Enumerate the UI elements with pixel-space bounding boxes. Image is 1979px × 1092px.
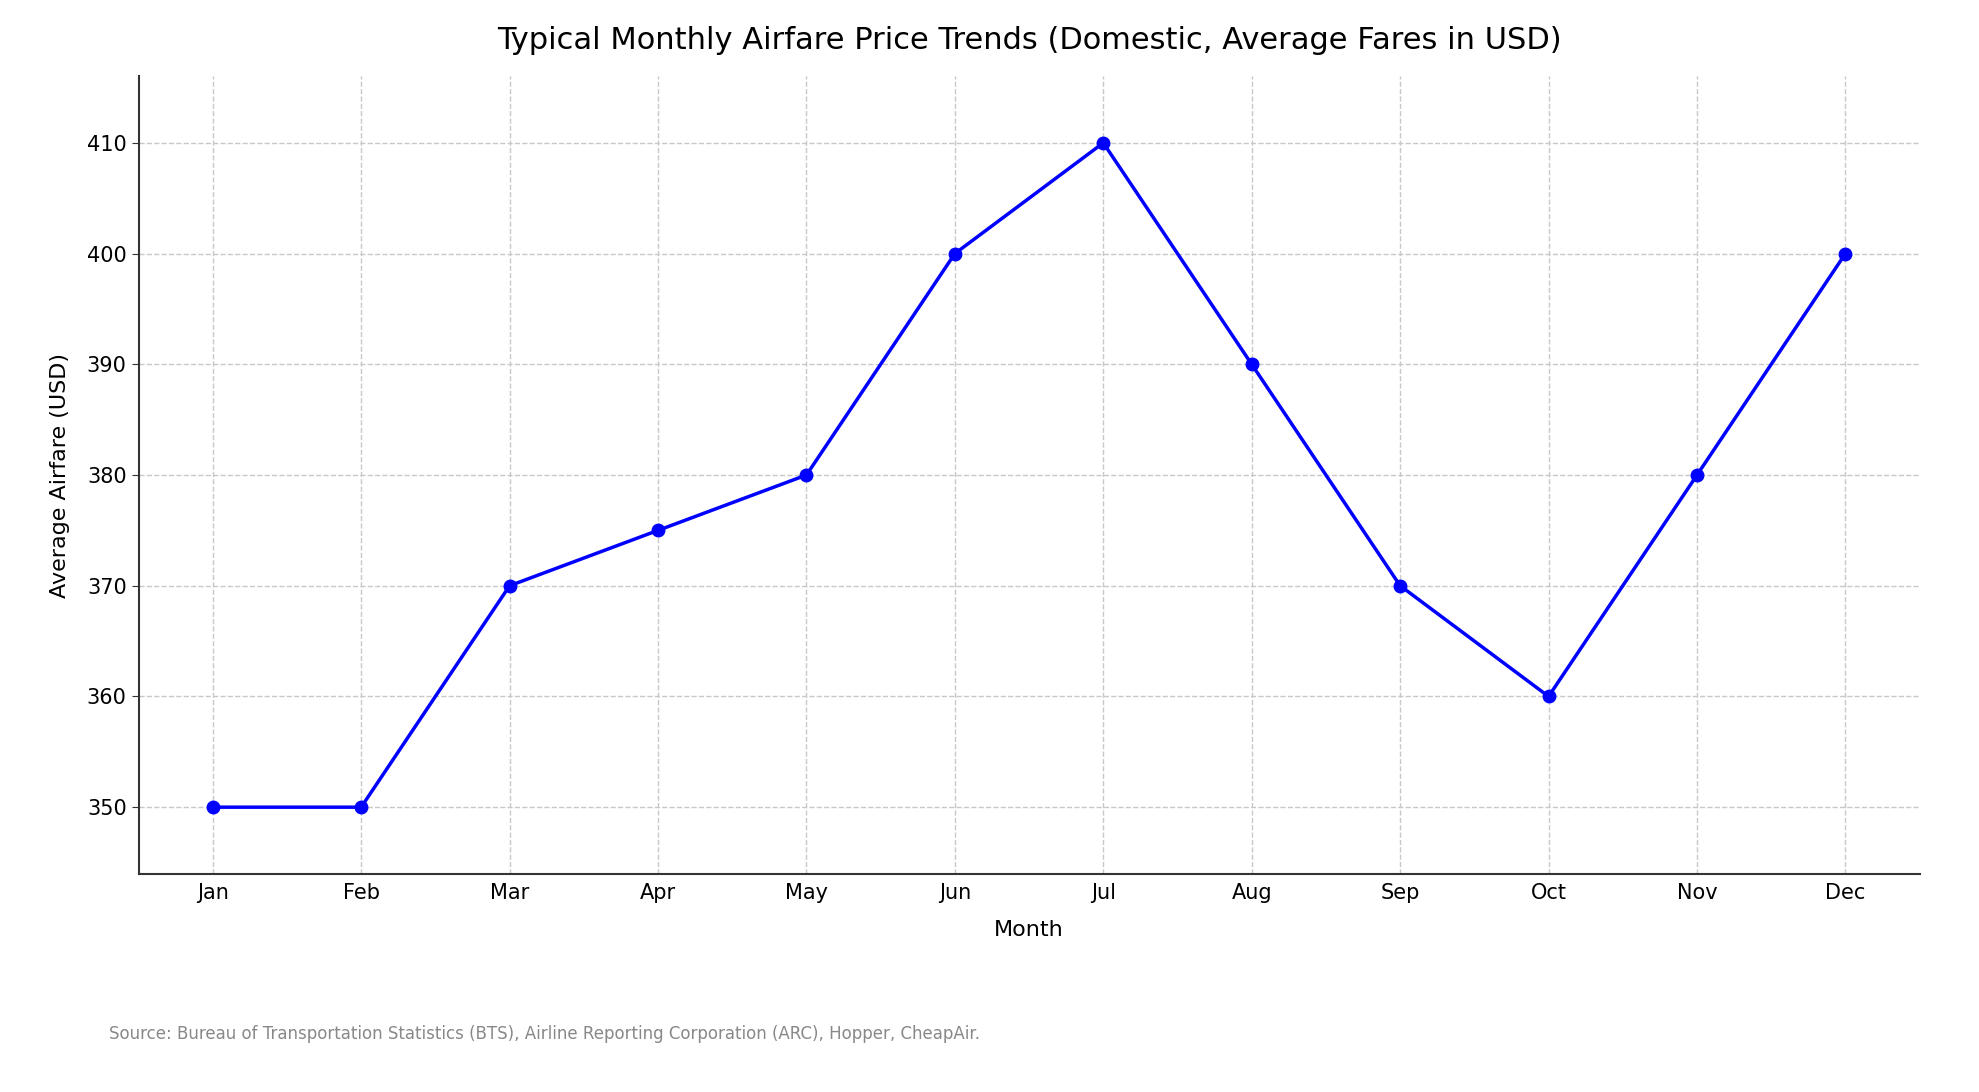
- Title: Typical Monthly Airfare Price Trends (Domestic, Average Fares in USD): Typical Monthly Airfare Price Trends (Do…: [497, 26, 1561, 55]
- Y-axis label: Average Airfare (USD): Average Airfare (USD): [49, 353, 69, 597]
- Text: Source: Bureau of Transportation Statistics (BTS), Airline Reporting Corporation: Source: Bureau of Transportation Statist…: [109, 1025, 980, 1043]
- X-axis label: Month: Month: [993, 919, 1065, 940]
